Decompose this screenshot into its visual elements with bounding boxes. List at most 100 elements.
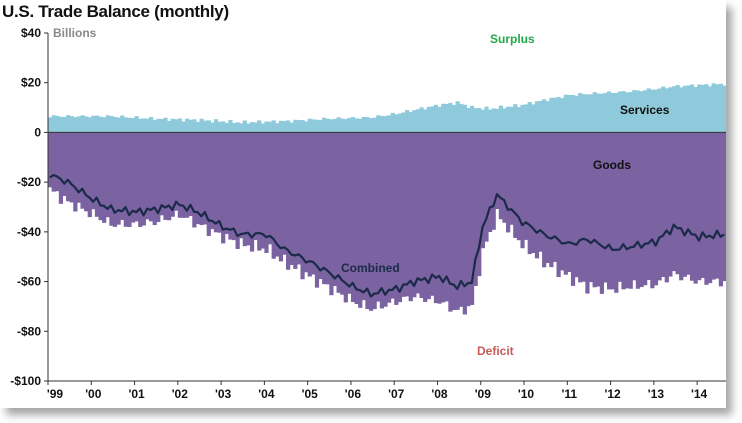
goods-bar [650,132,655,289]
goods-bar [156,132,161,223]
goods-bar [693,132,698,284]
goods-bar [527,132,532,255]
unit-label: Billions [53,26,97,40]
goods-bar [91,132,96,210]
services-bar [657,88,662,133]
services-bar [545,101,550,133]
goods-bar [221,132,226,244]
goods-bar [570,132,576,286]
goods-bar [282,132,287,255]
goods-bar [473,132,478,286]
goods-bar [314,132,320,288]
x-tick-label: '00 [85,387,102,401]
services-bar [538,100,543,133]
goods-bar [603,132,608,283]
services-bar [260,123,265,133]
services-bar [405,110,410,133]
services-bar [372,117,377,133]
goods-bar [296,132,302,265]
services-bar [639,91,644,133]
services-bar [689,84,695,133]
goods-bar [578,132,583,283]
services-bar [318,120,323,133]
services-bar [574,95,579,133]
goods-bar [192,132,197,228]
services-bar [715,84,720,133]
services-bar [141,118,146,133]
services-bar [596,93,601,133]
goods-bar [657,132,662,281]
goods-bar [610,132,615,290]
goods-bar [322,132,327,285]
goods-bar [405,132,410,297]
combined-line-layer [49,173,725,298]
goods-bar [513,132,518,238]
services-bar [109,116,114,133]
services-bar [249,122,255,133]
goods-bar [679,132,684,281]
services-bar [560,98,565,133]
goods-bar [585,132,590,294]
x-tick-label: '11 [562,387,578,401]
services-bar [578,93,583,133]
goods-bar [228,132,233,240]
goods-bar [127,132,132,227]
services-bar [213,119,219,133]
goods-bar [549,132,554,268]
services-bar [534,101,540,133]
goods-bar [581,132,586,282]
services-bar [693,87,698,133]
goods-bar [242,132,247,247]
x-tick-label: '05 [302,387,319,401]
services-bar [390,112,395,133]
y-tick-label: -$80 [17,324,41,338]
goods-bar [625,132,630,289]
services-bar [480,109,485,133]
goods-bar [715,132,720,279]
services-bar [603,92,608,133]
services-bar [437,106,442,133]
goods-bar [484,132,489,242]
goods-bar [58,132,64,204]
goods-bar [141,132,146,226]
services-bar [625,92,630,133]
services-bar [365,117,370,133]
services-bar [700,84,705,133]
surplus-label: Surplus [490,32,535,46]
goods-bar [372,132,377,310]
y-tick-label: 0 [34,125,41,139]
goods-bar [69,132,74,203]
chart-title: U.S. Trade Balance (monthly) [2,2,229,21]
services-bar [203,120,208,133]
goods-bar [199,132,204,226]
goods-bar [567,132,572,272]
goods-bar [556,132,561,278]
goods-bar [451,132,457,310]
goods-bar [423,132,428,302]
goods-bar [365,132,370,310]
goods-bar [534,132,540,259]
services-bar [524,104,529,133]
goods-bar [545,132,550,264]
services-bar [661,86,666,133]
services-bar [682,85,687,133]
services-bar [697,84,702,133]
goods-bar [51,132,56,192]
services-bar [116,117,121,133]
goods-bar [123,132,128,227]
combined-line [49,173,725,298]
services-bar [415,109,421,133]
services-bar [531,104,536,133]
services-bar [466,108,471,133]
goods-bar [495,132,500,210]
services-bar [91,115,96,133]
services-bar [473,108,478,133]
goods-bar [574,132,579,278]
services-bar [585,94,590,133]
x-tick-label: '14 [691,387,708,401]
goods-bar [340,132,345,295]
goods-bar [66,132,71,202]
services-bar [588,94,594,133]
services-bar [76,116,82,133]
services-bar [48,117,53,133]
